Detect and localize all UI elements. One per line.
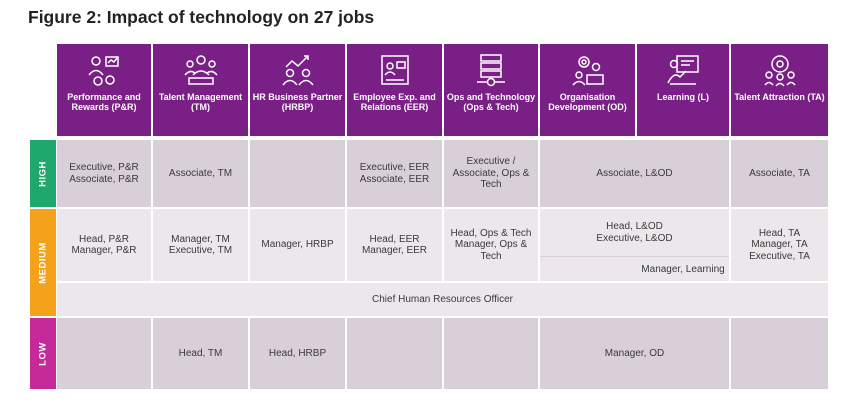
header-learning: Learning (L) bbox=[637, 44, 729, 136]
table-cell: Associate, L&OD bbox=[540, 140, 729, 207]
table-cell bbox=[731, 318, 828, 389]
talent-attraction-icon bbox=[763, 55, 796, 87]
header-ops-technology: Ops and Technology (Ops & Tech) bbox=[444, 44, 538, 136]
employee-experience-icon bbox=[380, 55, 409, 85]
header-label: Learning (L) bbox=[657, 92, 709, 102]
table-cell: Head, TA Manager, TA Executive, TA bbox=[731, 209, 828, 281]
level-high-label: HIGH bbox=[30, 140, 56, 207]
header-label: Performance and Rewards (P&R) bbox=[67, 92, 141, 112]
table-cell bbox=[444, 318, 538, 389]
organisation-development-icon bbox=[571, 56, 604, 86]
table-cell: Manager, HRBP bbox=[250, 209, 345, 281]
table-cell: Head, L&OD Executive, L&OD bbox=[540, 209, 729, 281]
table-cell: Associate, TA bbox=[731, 140, 828, 207]
table-cell: Head, P&R Manager, P&R bbox=[57, 209, 151, 281]
span-cell: Chief Human Resources Officer bbox=[57, 283, 828, 316]
header-label: Talent Management (TM) bbox=[158, 92, 243, 112]
business-partner-icon bbox=[281, 55, 314, 86]
header-label: Ops and Technology (Ops & Tech) bbox=[446, 92, 536, 112]
talent-management-icon bbox=[183, 55, 218, 85]
header-performance-rewards: Performance and Rewards (P&R) bbox=[57, 44, 151, 136]
table-cell: Executive / Associate, Ops & Tech bbox=[444, 140, 538, 207]
divider bbox=[540, 256, 729, 257]
level-low-label: LOW bbox=[30, 318, 56, 389]
table-cell: Head, TM bbox=[153, 318, 248, 389]
table-cell: Manager, TM Executive, TM bbox=[153, 209, 248, 281]
table-cell: Associate, TM bbox=[153, 140, 248, 207]
table-cell: Executive, P&R Associate, P&R bbox=[57, 140, 151, 207]
header-label: HR Business Partner (HRBP) bbox=[252, 92, 343, 112]
table-cell: Manager, Learning bbox=[641, 263, 725, 275]
header-organisation-development: Organisation Development (OD) bbox=[540, 44, 635, 136]
header-label: Employee Exp. and Relations (EER) bbox=[353, 92, 436, 112]
performance-rewards-icon bbox=[88, 56, 119, 86]
ops-technology-icon bbox=[477, 54, 505, 87]
table-cell bbox=[250, 140, 345, 207]
header-business-partner: HR Business Partner (HRBP) bbox=[250, 44, 345, 136]
table-cell bbox=[57, 318, 151, 389]
table-cell: Manager, OD bbox=[540, 318, 729, 389]
figure-title: Figure 2: Impact of technology on 27 job… bbox=[28, 7, 375, 27]
header-label: Talent Attraction (TA) bbox=[734, 92, 825, 102]
table-cell: Head, Ops & Tech Manager, Ops & Tech bbox=[444, 209, 538, 281]
level-medium-label: MEDIUM bbox=[30, 209, 56, 316]
header-label: Organisation Development (OD) bbox=[548, 92, 627, 112]
header-talent-attraction: Talent Attraction (TA) bbox=[731, 44, 828, 136]
table-cell: Head, EER Manager, EER bbox=[347, 209, 442, 281]
header-talent-management: Talent Management (TM) bbox=[153, 44, 248, 136]
learning-icon bbox=[667, 55, 699, 85]
table-cell: Executive, EER Associate, EER bbox=[347, 140, 442, 207]
table-cell bbox=[347, 318, 442, 389]
table-cell: Head, HRBP bbox=[250, 318, 345, 389]
header-employee-experience: Employee Exp. and Relations (EER) bbox=[347, 44, 442, 136]
